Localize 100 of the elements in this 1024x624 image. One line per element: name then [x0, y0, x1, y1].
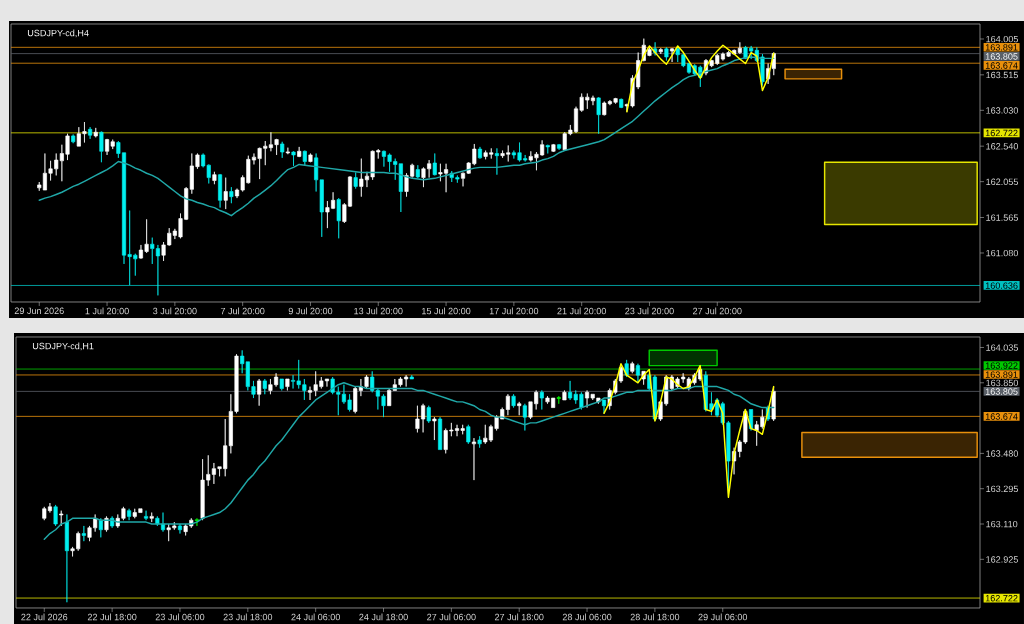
candlestick: [285, 147, 290, 155]
y-tick-label: 161.080: [986, 249, 1019, 257]
x-tick-label: 9 Jul 20:00: [288, 307, 333, 315]
y-tick-label: 163.110: [986, 520, 1018, 528]
x-tick-label: 3 Jul 20:00: [153, 307, 197, 315]
x-tick-label: 15 Jul 20:00: [422, 307, 471, 315]
x-tick-label: 23 Jul 20:00: [625, 307, 674, 315]
x-tick-label: 27 Jul 20:00: [693, 307, 742, 315]
candlestick: [539, 390, 544, 410]
candlestick: [562, 390, 567, 401]
ref-line-label: 163.891: [985, 44, 1018, 51]
x-tick-label: 22 Jul 18:00: [87, 613, 137, 621]
line-series: [603, 362, 775, 499]
candlestick: [409, 374, 414, 380]
candlestick: [511, 393, 516, 408]
ref-line-label: 163.805: [985, 388, 1018, 395]
x-tick-label: 24 Jul 18:00: [359, 613, 408, 621]
x-tick-label: 21 Jul 20:00: [557, 307, 606, 315]
candlestick: [59, 510, 64, 527]
x-tick-label: 27 Jul 06:00: [427, 613, 476, 621]
ref-line-label: 160.636: [985, 282, 1018, 289]
x-tick-label: 7 Jul 20:00: [220, 307, 265, 315]
candlestick: [471, 437, 477, 481]
candlestick: [212, 171, 217, 185]
candlestick: [466, 424, 471, 445]
candlestick: [229, 186, 234, 204]
candlestick: [438, 416, 443, 450]
ref-line-label: 163.922: [985, 362, 1018, 369]
candlestick: [601, 399, 607, 414]
x-tick-label: 28 Jul 06:00: [562, 613, 612, 621]
candlestick: [291, 150, 296, 167]
candlestick: [149, 512, 154, 523]
candlestick: [494, 148, 499, 176]
ref-line-label: 163.674: [985, 62, 1018, 69]
y-tick-label: 163.295: [986, 485, 1018, 493]
candlestick: [596, 96, 601, 135]
x-tick-label: 13 Jul 20:00: [354, 307, 403, 315]
candlestick: [477, 146, 483, 159]
candlestick: [664, 47, 669, 61]
candlestick: [336, 197, 341, 239]
candlestick: [517, 401, 522, 416]
candlestick: [257, 378, 262, 407]
candlestick: [545, 144, 550, 154]
candlestick: [556, 395, 561, 405]
y-tick-label: 164.035: [986, 344, 1018, 351]
candlestick: [557, 143, 562, 151]
candlestick: [218, 173, 223, 208]
y-tick-label: 162.925: [986, 556, 1018, 563]
y-tick-label: 164.005: [986, 35, 1018, 43]
candlestick: [285, 378, 290, 391]
candlestick: [619, 98, 624, 109]
y-tick-label: 162.540: [986, 143, 1019, 150]
ref-line-label: 162.722: [985, 129, 1018, 137]
candlestick: [53, 504, 58, 527]
candlestick: [99, 131, 104, 163]
ref-line-label: 163.674: [985, 413, 1018, 420]
candlestick: [262, 378, 267, 395]
ref-line-label: 163.805: [985, 53, 1018, 60]
y-tick-label: 161.565: [986, 214, 1018, 221]
candlestick: [353, 172, 358, 189]
candlestick: [223, 177, 228, 210]
candlestick: [64, 514, 69, 603]
x-tick-label: 22 Jul 2026: [21, 613, 68, 621]
ref-line-label: 162.722: [985, 594, 1018, 602]
candlestick: [522, 403, 527, 431]
x-tick-label: 29 Jul 06:00: [698, 613, 748, 621]
candlestick: [415, 164, 420, 179]
x-tick-label: 29 Jun 2026: [14, 307, 64, 314]
candlestick: [280, 141, 285, 159]
ref-line-label: 163.891: [985, 371, 1018, 378]
candlestick: [551, 143, 556, 153]
x-tick-label: 23 Jul 18:00: [223, 613, 273, 621]
candlestick: [81, 525, 86, 542]
candlestick: [297, 146, 302, 158]
candlestick: [93, 127, 98, 138]
candlestick: [630, 361, 635, 374]
candlestick: [279, 378, 284, 391]
x-tick-label: 27 Jul 18:00: [494, 613, 544, 621]
candlestick: [144, 510, 149, 521]
candlestick: [432, 416, 437, 441]
candlestick: [477, 435, 482, 449]
text: USDJPY-cd,H1: [32, 342, 94, 351]
text: USDJPY-cd,H4: [27, 29, 89, 38]
y-tick-label: 162.055: [986, 178, 1018, 185]
x-tick-label: 28 Jul 18:00: [630, 613, 680, 621]
candlestick: [302, 150, 307, 166]
x-tick-label: 17 Jul 20:00: [489, 307, 539, 315]
candlestick: [426, 405, 431, 424]
x-tick-label: 1 Jul 20:00: [85, 307, 129, 315]
y-tick-label: 163.030: [986, 107, 1019, 114]
candlestick: [658, 47, 663, 55]
x-tick-label: 23 Jul 06:00: [155, 613, 205, 621]
candlestick: [364, 374, 369, 389]
candlestick: [635, 363, 640, 384]
candlestick: [127, 508, 132, 521]
candlestick: [177, 523, 183, 534]
candlestick: [308, 153, 313, 163]
candlestick: [670, 47, 675, 63]
x-tick-label: 24 Jul 06:00: [291, 613, 340, 621]
candlestick: [71, 134, 76, 144]
